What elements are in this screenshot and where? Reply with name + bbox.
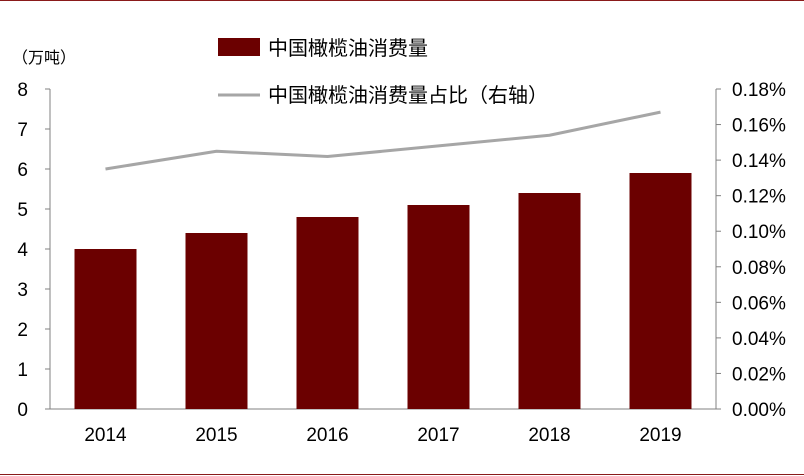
x-tick-label: 2018: [528, 425, 570, 446]
legend: 中国橄榄油消费量 中国橄榄油消费量占比（右轴）: [218, 37, 548, 107]
legend-line-label: 中国橄榄油消费量占比（右轴）: [268, 84, 548, 107]
bar: [185, 233, 248, 409]
bottom-border: [0, 474, 804, 475]
left-tick-label: 6: [17, 160, 28, 181]
left-tick-label: 2: [17, 320, 28, 341]
left-tick-label: 0: [17, 400, 28, 421]
left-tick-label: 4: [17, 240, 28, 261]
right-tick-label: 0.06%: [732, 293, 786, 314]
bar: [518, 193, 581, 409]
share-line: [105, 110, 661, 171]
bar: [296, 217, 359, 409]
x-tick-label: 2016: [306, 425, 348, 446]
line-series: [105, 110, 661, 171]
right-tick-label: 0.04%: [732, 329, 786, 350]
left-tick-label: 1: [17, 360, 28, 381]
right-tick-label: 0.12%: [732, 187, 786, 208]
right-axis-ticks: 0.00% 0.02% 0.04% 0.06% 0.08% 0.10% 0.12% 0.14%…: [716, 80, 786, 421]
right-tick-label: 0.10%: [732, 222, 786, 243]
x-tick-label: 2017: [417, 425, 459, 446]
left-tick-label: 7: [17, 120, 28, 141]
right-tick-label: 0.18%: [732, 80, 786, 101]
bar-series: [74, 173, 692, 409]
x-tick-label: 2019: [639, 425, 681, 446]
legend-bar-swatch: [218, 38, 260, 56]
bar: [629, 173, 692, 409]
left-tick-label: 8: [17, 80, 28, 101]
right-tick-label: 0.14%: [732, 151, 786, 172]
right-tick-label: 0.00%: [732, 400, 786, 421]
left-tick-label: 5: [17, 200, 28, 221]
right-tick-label: 0.16%: [732, 116, 786, 137]
bar: [74, 249, 137, 409]
x-tick-label: 2015: [195, 425, 237, 446]
axes: [49, 89, 717, 410]
left-tick-label: 3: [17, 280, 28, 301]
x-tick-label: 2014: [84, 425, 127, 446]
right-tick-label: 0.08%: [732, 258, 786, 279]
bar: [407, 205, 470, 409]
right-tick-label: 0.02%: [732, 364, 786, 385]
top-border: [0, 0, 804, 1]
legend-bar-label: 中国橄榄油消费量: [268, 37, 428, 60]
left-axis-ticks: 0 1 2 3 4 5 6 7 8: [17, 80, 50, 421]
left-axis-unit-label: （万吨）: [12, 49, 76, 67]
x-axis-ticks: 2014 2015 2016 2017 2018 2019: [84, 425, 681, 446]
